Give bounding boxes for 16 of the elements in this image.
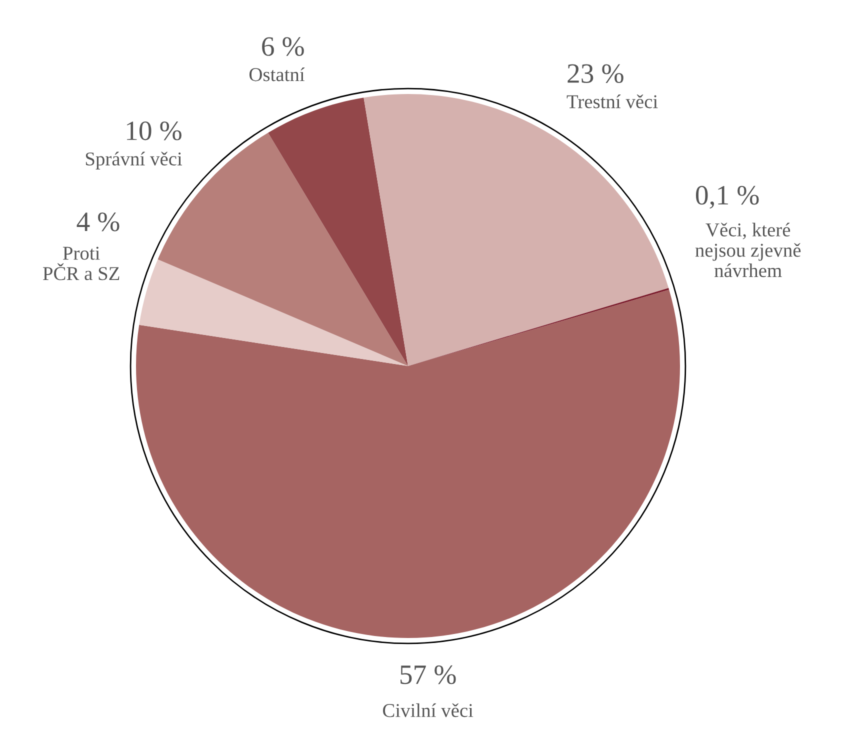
pie-slice [364,94,669,366]
slice-label: Civilní věci [383,703,474,718]
slice-label: Proti PČR a SZ [42,246,120,280]
data-label: 57 % [400,665,456,684]
data-label: 23 % [568,64,624,84]
data-label: 10 % [126,121,182,140]
slice-label: Správní věci [86,152,182,170]
slice-label: Ostatní [249,67,305,82]
slice-label: Trestní věci [566,94,658,108]
pie-slice [268,98,408,366]
pie-slice [139,259,408,366]
data-label: 6 % [262,37,304,56]
data-label: 4 % [76,212,120,232]
data-label: 0,1 % [696,186,759,209]
pie-slice [136,290,680,638]
slice-label: Věci, které nejsou zjevně návrhem [695,222,801,278]
